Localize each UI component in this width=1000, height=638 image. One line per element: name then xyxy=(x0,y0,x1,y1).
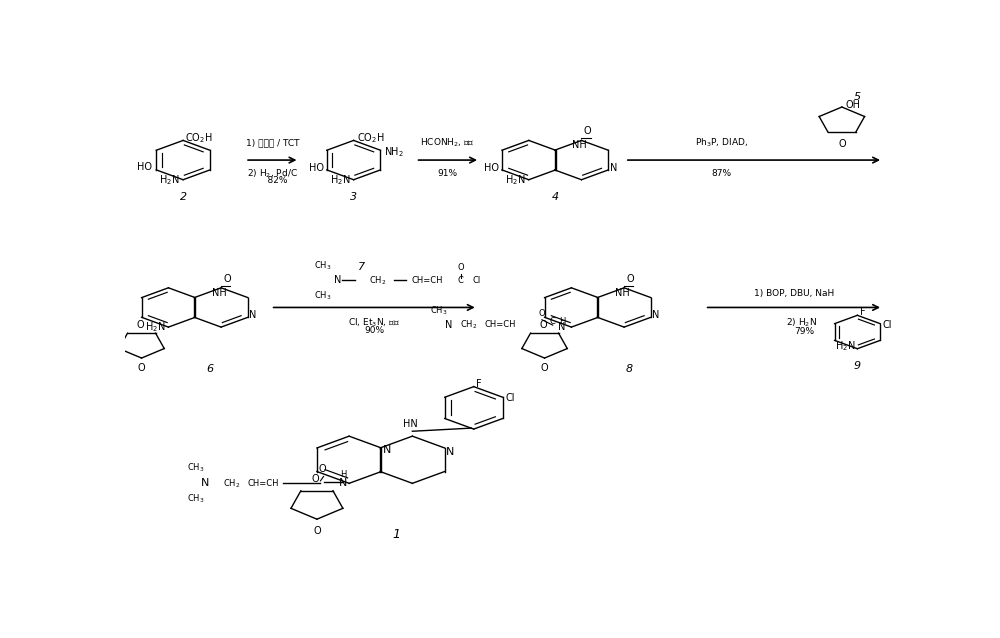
Text: O: O xyxy=(136,320,144,330)
Text: N: N xyxy=(249,310,257,320)
Text: H$_2$N: H$_2$N xyxy=(505,173,526,187)
Text: O: O xyxy=(539,309,545,318)
Text: Cl: Cl xyxy=(883,320,892,330)
Text: CH$_2$: CH$_2$ xyxy=(369,274,387,286)
Text: 90%: 90% xyxy=(364,326,384,335)
Text: CO$_2$H: CO$_2$H xyxy=(357,131,384,145)
Text: O: O xyxy=(313,526,321,536)
Text: HCONH$_2$, 加热: HCONH$_2$, 加热 xyxy=(420,137,475,149)
Text: 4: 4 xyxy=(552,192,559,202)
Text: O: O xyxy=(838,140,846,149)
Text: C: C xyxy=(458,276,464,285)
Text: N: N xyxy=(446,447,455,457)
Text: Cl: Cl xyxy=(505,393,515,403)
Text: 1: 1 xyxy=(392,528,400,540)
Text: 87%: 87% xyxy=(712,169,732,178)
Text: CH$_2$: CH$_2$ xyxy=(223,477,241,489)
Text: H$_2$N: H$_2$N xyxy=(835,339,855,353)
Text: 6: 6 xyxy=(207,364,214,374)
Text: 2) H$_2$N: 2) H$_2$N xyxy=(786,316,817,329)
Text: 3: 3 xyxy=(350,192,357,202)
Text: NH: NH xyxy=(212,288,226,298)
Text: HO: HO xyxy=(309,163,324,173)
Text: NH: NH xyxy=(572,140,587,151)
Text: N: N xyxy=(652,310,660,320)
Text: CH=CH: CH=CH xyxy=(485,320,516,329)
Text: Cl, Et$_3$N, 加热: Cl, Et$_3$N, 加热 xyxy=(348,316,400,329)
Text: O: O xyxy=(223,274,231,284)
Text: N: N xyxy=(334,276,342,285)
Text: O: O xyxy=(318,464,326,475)
Text: O: O xyxy=(541,363,548,373)
Text: O: O xyxy=(539,320,547,330)
Text: N: N xyxy=(338,478,347,488)
Text: CH$_3$: CH$_3$ xyxy=(314,289,331,302)
Text: 91%: 91% xyxy=(438,169,458,178)
Text: NH: NH xyxy=(615,288,629,298)
Text: O: O xyxy=(138,363,145,373)
Text: OH: OH xyxy=(846,100,861,110)
Text: H: H xyxy=(340,470,347,479)
Text: N: N xyxy=(610,163,617,172)
Text: CH$_2$: CH$_2$ xyxy=(460,318,478,331)
Text: H$_2$N: H$_2$N xyxy=(330,173,351,187)
Text: 1) 硝酸锌 / TCT: 1) 硝酸锌 / TCT xyxy=(246,139,299,148)
Text: Cl: Cl xyxy=(472,276,480,285)
Text: 79%: 79% xyxy=(794,327,814,336)
Text: F: F xyxy=(860,308,865,317)
Text: CH=CH: CH=CH xyxy=(412,276,443,285)
Text: 1) BOP, DBU, NaH: 1) BOP, DBU, NaH xyxy=(754,288,834,297)
Text: 2) H$_2$, Pd/C: 2) H$_2$, Pd/C xyxy=(247,167,298,180)
Text: N: N xyxy=(201,478,210,488)
Text: Ph$_3$P, DIAD,: Ph$_3$P, DIAD, xyxy=(695,137,748,149)
Text: NH$_2$: NH$_2$ xyxy=(384,145,403,159)
Text: HO: HO xyxy=(484,163,499,174)
Text: CH$_3$: CH$_3$ xyxy=(314,259,331,272)
Text: CH$_3$: CH$_3$ xyxy=(187,462,204,475)
Text: O: O xyxy=(584,126,591,137)
Text: N: N xyxy=(445,320,452,330)
Text: 82%: 82% xyxy=(256,176,288,185)
Text: CO$_2$H: CO$_2$H xyxy=(185,131,213,145)
Text: N: N xyxy=(382,445,391,455)
Text: CH$_3$: CH$_3$ xyxy=(430,305,448,317)
Text: HO: HO xyxy=(137,163,152,172)
Text: H$_2$N: H$_2$N xyxy=(145,320,165,334)
Text: 5: 5 xyxy=(854,92,861,102)
Text: CH=CH: CH=CH xyxy=(248,479,279,488)
Text: HN: HN xyxy=(403,419,418,429)
Text: 2: 2 xyxy=(180,192,187,202)
Text: H$_2$N: H$_2$N xyxy=(159,173,179,187)
Text: 9: 9 xyxy=(854,361,861,371)
Text: H: H xyxy=(559,317,565,326)
Text: CH$_3$: CH$_3$ xyxy=(187,492,204,505)
Text: O: O xyxy=(626,274,634,284)
Text: 8: 8 xyxy=(625,364,632,374)
Text: C: C xyxy=(549,316,555,325)
Text: O: O xyxy=(457,263,464,272)
Text: F: F xyxy=(476,379,482,389)
Text: 7: 7 xyxy=(358,262,365,272)
Text: O: O xyxy=(312,475,319,484)
Text: N: N xyxy=(558,322,565,332)
